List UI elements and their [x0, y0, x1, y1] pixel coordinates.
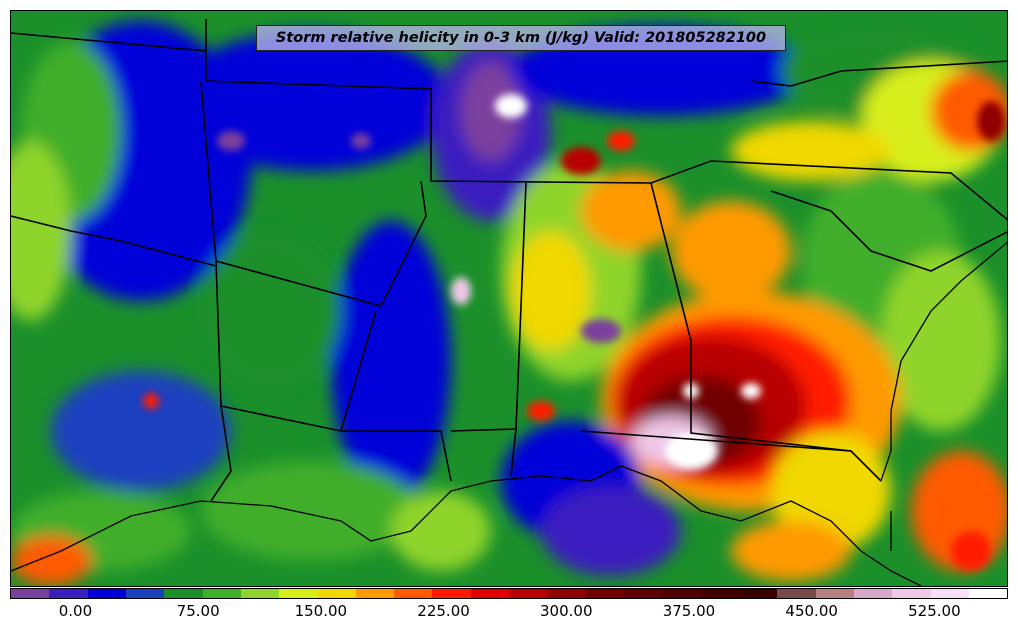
colorbar-segment [738, 589, 778, 598]
colorbar-tick-label: 450.00 [785, 602, 838, 620]
colorbar-segment [930, 589, 969, 598]
state-boundaries [11, 19, 1007, 502]
colorbar-segment [470, 589, 510, 598]
colorbar-segment [624, 589, 663, 598]
map-title: Storm relative helicity in 0-3 km (J/kg)… [256, 25, 786, 51]
colorbar-segment [164, 589, 203, 598]
colorbar-segment [202, 589, 241, 598]
colorbar-segment [432, 589, 471, 598]
colorbar-tick-label: 525.00 [908, 602, 961, 620]
coastline [11, 241, 1007, 586]
colorbar-segment [355, 589, 395, 598]
colorbar-tick-label: 0.00 [58, 602, 93, 620]
colorbar-segment [700, 589, 739, 598]
colorbar-segment [892, 589, 931, 598]
colorbar-segment [317, 589, 356, 598]
colorbar-segment [125, 589, 165, 598]
colorbar-ticks: 0.00 75.00 150.00 225.00 300.00 375.00 450.00 5… [0, 600, 1018, 630]
map-panel: Storm relative helicity in 0-3 km (J/kg)… [10, 10, 1008, 587]
colorbar-segment [279, 589, 318, 598]
colorbar-segment [853, 589, 893, 598]
colorbar-segment [49, 589, 88, 598]
helicity-field-map [11, 11, 1007, 586]
colorbar-tick-label: 150.00 [294, 602, 348, 620]
colorbar [10, 588, 1008, 599]
colorbar-segment [777, 589, 816, 598]
colorbar-segment [662, 589, 701, 598]
colorbar-segment [547, 589, 586, 598]
colorbar-segment [11, 589, 50, 598]
colorbar-segment [968, 589, 1008, 598]
colorbar-tick-label: 300.00 [540, 602, 593, 620]
colorbar-segment [394, 589, 433, 598]
colorbar-segment [815, 589, 854, 598]
colorbar-segment [87, 589, 126, 598]
colorbar-segment [509, 589, 548, 598]
colorbar-segment [240, 589, 280, 598]
colorbar-tick-label: 75.00 [176, 602, 220, 620]
colorbar-tick-label: 375.00 [662, 602, 716, 620]
colorbar-tick-label: 225.00 [417, 602, 470, 620]
colorbar-segment [585, 589, 624, 598]
field-cells [143, 94, 1005, 571]
